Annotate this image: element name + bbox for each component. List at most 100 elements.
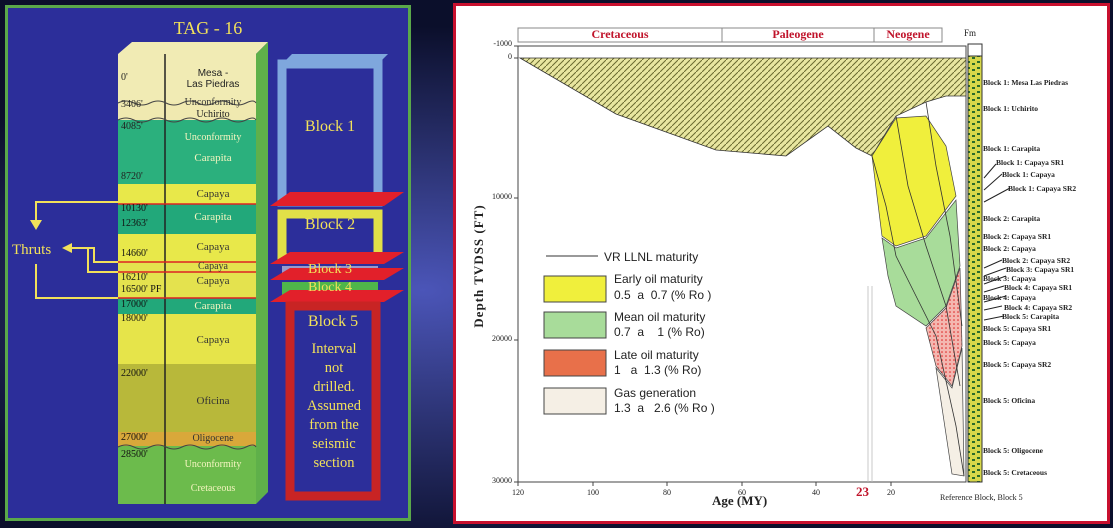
fm-label-item: Block 5: Oligocene — [983, 446, 1043, 455]
y-axis-label: Depth TVDSS (FT) — [471, 191, 487, 341]
depth-label: 14660' — [121, 248, 148, 259]
legend-item-name: Early oil maturity — [614, 272, 703, 286]
thrust-arrowhead-1 — [30, 220, 42, 230]
block-label-5: Block 5 — [290, 313, 376, 331]
fm-label-item: Block 1: Carapita — [983, 144, 1040, 153]
unit-label-unconformity: Unconformity — [173, 459, 253, 470]
fm-label-item: Block 4: Capaya — [983, 293, 1036, 302]
fm-label-item: Block 1: Capaya SR1 — [996, 158, 1064, 167]
unit-label-unconformity: Unconformity — [173, 132, 253, 143]
thrust-arrowhead-2 — [62, 243, 72, 253]
burial-history-panel: Cretaceous Paleogene Neogene Fm -1000 0 … — [453, 3, 1110, 524]
unit-label-cretaceous: Cretaceous — [173, 483, 253, 494]
fm-column — [968, 44, 982, 482]
legend-item-name: Late oil maturity — [614, 348, 699, 362]
column-top-face — [118, 42, 268, 54]
block5-note-line: Interval — [294, 340, 374, 359]
block-label-4: Block 4 — [282, 280, 378, 296]
legend-line-label: VR LLNL maturity — [604, 250, 698, 264]
legend-swatch-early — [544, 276, 606, 302]
unit-label-carapita: Carapita — [173, 211, 253, 223]
unit-label-carapita: Carapita — [173, 152, 253, 164]
depth-label: 16210' — [121, 272, 148, 283]
block5-note-line: not — [294, 359, 374, 378]
fm-label-item: Block 1: Uchirito — [983, 104, 1038, 113]
depth-label: 18000' — [121, 313, 148, 324]
y-tick-label: -1000 — [482, 39, 512, 48]
depth-label: 4085' — [121, 121, 143, 132]
thrust-plane-1 — [270, 192, 404, 206]
fm-label-item: Block 5: Capaya SR1 — [983, 324, 1051, 333]
depth-label: 3406' — [121, 99, 143, 110]
legend-item-range: 0.7 a 1 (% Ro) — [614, 325, 705, 339]
depth-label: 17000' — [121, 299, 148, 310]
period-label-neogene: Neogene — [874, 27, 942, 42]
unit-label-oligocene: Oligocene — [173, 433, 253, 444]
x-tick-label: 80 — [655, 488, 679, 497]
fm-label-item: Block 5: Carapita — [1002, 312, 1059, 321]
period-label-cretaceous: Cretaceous — [518, 27, 722, 42]
depth-label: 8720' — [121, 171, 143, 182]
fm-label-item: Block 4: Capaya SR1 — [1004, 283, 1072, 292]
legend-item-name: Gas generation — [614, 386, 696, 400]
y-tick-label: 0 — [482, 52, 512, 61]
unit-label-capaya: Capaya — [173, 334, 253, 346]
fm-label-item: Block 2: Capaya SR1 — [983, 232, 1051, 241]
fm-label-item: Block 2: Capaya SR2 — [1002, 256, 1070, 265]
unit-label-oficina: Oficina — [173, 395, 253, 407]
depth-label: 10130' — [121, 203, 148, 214]
highlight-age-label: 23 — [856, 484, 869, 500]
depth-label: 16500' PF — [121, 284, 161, 295]
fm-label: Fm — [964, 28, 976, 38]
x-tick-label: 100 — [581, 488, 605, 497]
unit-label-capaya: Capaya — [173, 188, 253, 200]
period-label-paleogene: Paleogene — [722, 27, 874, 42]
block-label-2: Block 2 — [282, 216, 378, 234]
depth-label: 27000' — [121, 432, 148, 443]
block5-note-line: drilled. — [294, 378, 374, 397]
depth-label: 28500' — [121, 449, 148, 460]
unit-label-capaya: Capaya — [173, 241, 253, 253]
x-axis-ticks — [518, 482, 891, 486]
block5-note-line: section — [294, 454, 374, 473]
legend-swatch-mean — [544, 312, 606, 338]
y-tick-label: 30000 — [482, 476, 512, 485]
block5-note: Interval not drilled. Assumed from the s… — [294, 340, 374, 473]
unit-label-uchirito: Uchirito — [173, 109, 253, 120]
legend-item-range: 0.5 a 0.7 (% Ro ) — [614, 288, 711, 302]
column-side-face — [256, 42, 268, 504]
block5-note-line: from the — [294, 416, 374, 435]
fm-label-item: Block 2: Carapita — [983, 214, 1040, 223]
fm-label-item: Block 4: Capaya SR2 — [1004, 303, 1072, 312]
fm-label-item: Block 5: Oficina — [983, 396, 1035, 405]
fm-label-item: Block 1: Capaya SR2 — [1008, 184, 1076, 193]
fm-label-item: Block 1: Mesa Las Piedras — [983, 78, 1068, 87]
x-tick-label: 20 — [879, 488, 903, 497]
depth-label: 12363' — [121, 218, 148, 229]
fm-label-item: Block 5: Capaya SR2 — [983, 360, 1051, 369]
unit-label-capaya: Capaya — [173, 275, 253, 287]
fm-label-item: Block 3: Capaya — [983, 274, 1036, 283]
block5-note-line: Assumed — [294, 397, 374, 416]
fm-label-item: Block 2: Capaya — [983, 244, 1036, 253]
fm-label-item: Block 3: Capaya SR1 — [1006, 265, 1074, 274]
x-tick-label: 40 — [804, 488, 828, 497]
unit-label-carapita: Carapita — [173, 300, 253, 312]
legend-item-name: Mean oil maturity — [614, 310, 705, 324]
unit-label-mesa: Mesa - Las Piedras — [173, 68, 253, 90]
fm-column-header — [968, 44, 982, 56]
reference-note: Reference Block, Block 5 — [940, 493, 1023, 502]
fm-label-item: Block 5: Capaya — [983, 338, 1036, 347]
legend-item-range: 1 a 1.3 (% Ro) — [614, 363, 701, 377]
fm-label-item: Block 1: Capaya — [1002, 170, 1055, 179]
stratigraphic-column-panel: TAG - 16 — [5, 5, 411, 521]
block-label-1: Block 1 — [282, 118, 378, 136]
legend-swatch-late — [544, 350, 606, 376]
y-axis-ticks — [514, 46, 518, 482]
x-axis-label: Age (MY) — [712, 493, 767, 509]
fm-label-item: Block 5: Cretaceous — [983, 468, 1047, 477]
unit-label-capaya: Capaya — [173, 261, 253, 272]
block5-note-line: seismic — [294, 435, 374, 454]
depth-label: 0' — [121, 72, 128, 83]
legend-swatch-gas — [544, 388, 606, 414]
